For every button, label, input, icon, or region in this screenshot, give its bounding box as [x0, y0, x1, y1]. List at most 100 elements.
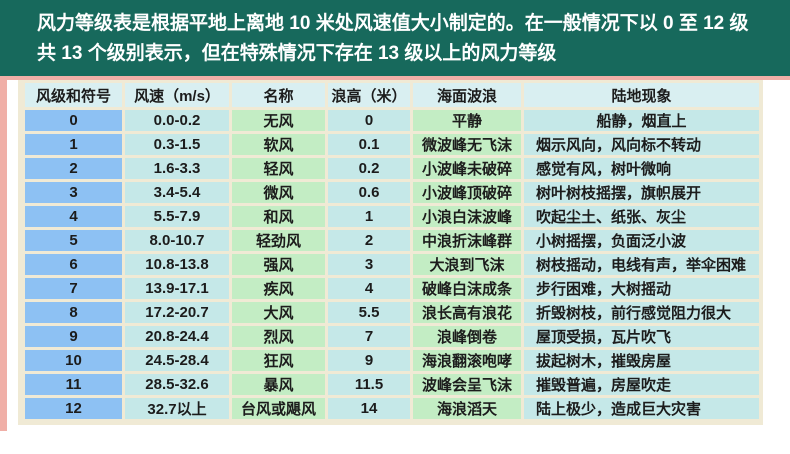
- level-cell: 6: [25, 254, 122, 275]
- name-cell: 软风: [232, 134, 325, 155]
- left-accent-strip: [0, 80, 7, 431]
- table-row: 2 1.6-3.3 轻风 0.2 小波峰未破碎 感觉有风，树叶微响: [25, 158, 759, 179]
- land-phenomenon-cell: 感觉有风，树叶微响: [524, 158, 759, 179]
- land-phenomenon-cell: 步行困难，大树摇动: [524, 278, 759, 299]
- sea-state-cell: 海浪滔天: [413, 398, 521, 419]
- level-cell: 10: [25, 350, 122, 371]
- table-row: 11 28.5-32.6 暴风 11.5 波峰会呈飞沫 摧毁普遍，房屋吹走: [25, 374, 759, 395]
- name-cell: 微风: [232, 182, 325, 203]
- level-cell: 3: [25, 182, 122, 203]
- name-cell: 狂风: [232, 350, 325, 371]
- wave-height-cell: 7: [328, 326, 410, 347]
- table-row: 3 3.4-5.4 微风 0.6 小波峰顶破碎 树叶树枝摇摆，旗帜展开: [25, 182, 759, 203]
- table-row: 10 24.5-28.4 狂风 9 海浪翻滚咆哮 拔起树木，摧毁房屋: [25, 350, 759, 371]
- header-row: 风级和符号 风速（m/s） 名称 浪高（米） 海面波浪 陆地现象: [25, 83, 759, 107]
- land-phenomenon-cell: 小树摇摆，负面泛小波: [524, 230, 759, 251]
- wind-scale-table: 风级和符号 风速（m/s） 名称 浪高（米） 海面波浪 陆地现象 0 0.0-0.2 无风 0 平…: [22, 80, 762, 422]
- sea-state-cell: 小波峰顶破碎: [413, 182, 521, 203]
- intro-banner-line2: 共 13 个级别表示，但在特殊情况下存在 13 级以上的风力等级: [37, 43, 557, 64]
- table-row: 1 0.3-1.5 软风 0.1 微波峰无飞沫 烟示风向，风向标不转动: [25, 134, 759, 155]
- table-row: 12 32.7以上 台风或飓风 14 海浪滔天 陆上极少，造成巨大灾害: [25, 398, 759, 419]
- speed-cell: 10.8-13.8: [125, 254, 229, 275]
- sea-state-cell: 微波峰无飞沫: [413, 134, 521, 155]
- sea-state-cell: 波峰会呈飞沫: [413, 374, 521, 395]
- wave-height-cell: 11.5: [328, 374, 410, 395]
- sea-state-cell: 海浪翻滚咆哮: [413, 350, 521, 371]
- land-phenomenon-cell: 树枝摇动，电线有声，举伞困难: [524, 254, 759, 275]
- name-cell: 烈风: [232, 326, 325, 347]
- name-cell: 疾风: [232, 278, 325, 299]
- speed-cell: 17.2-20.7: [125, 302, 229, 323]
- level-cell: 9: [25, 326, 122, 347]
- land-phenomenon-cell: 折毁树枝，前行感觉阻力很大: [524, 302, 759, 323]
- level-cell: 4: [25, 206, 122, 227]
- speed-cell: 0.3-1.5: [125, 134, 229, 155]
- name-cell: 大风: [232, 302, 325, 323]
- speed-cell: 0.0-0.2: [125, 110, 229, 131]
- intro-banner: 风力等级表是根据平地上离地 10 米处风速值大小制定的。在一般情况下以 0 至 …: [0, 0, 790, 76]
- column-header-land-phenomenon: 陆地现象: [524, 83, 759, 107]
- speed-cell: 8.0-10.7: [125, 230, 229, 251]
- table-row: 8 17.2-20.7 大风 5.5 浪长高有浪花 折毁树枝，前行感觉阻力很大: [25, 302, 759, 323]
- land-phenomenon-cell: 屋顶受损，瓦片吹飞: [524, 326, 759, 347]
- sea-state-cell: 大浪到飞沫: [413, 254, 521, 275]
- wind-scale-table-container: 风级和符号 风速（m/s） 名称 浪高（米） 海面波浪 陆地现象 0 0.0-0.2 无风 0 平…: [18, 80, 763, 425]
- name-cell: 轻劲风: [232, 230, 325, 251]
- table-row: 9 20.8-24.4 烈风 7 浪峰倒卷 屋顶受损，瓦片吹飞: [25, 326, 759, 347]
- banner-underline-accent: [0, 76, 790, 80]
- table-row: 4 5.5-7.9 和风 1 小浪白沫波峰 吹起尘土、纸张、灰尘: [25, 206, 759, 227]
- level-cell: 8: [25, 302, 122, 323]
- wave-height-cell: 3: [328, 254, 410, 275]
- speed-cell: 24.5-28.4: [125, 350, 229, 371]
- speed-cell: 13.9-17.1: [125, 278, 229, 299]
- column-header-sea-state: 海面波浪: [413, 83, 521, 107]
- intro-banner-line1: 风力等级表是根据平地上离地 10 米处风速值大小制定的。在一般情况下以 0 至 …: [37, 13, 749, 34]
- sea-state-cell: 浪长高有浪花: [413, 302, 521, 323]
- level-cell: 11: [25, 374, 122, 395]
- speed-cell: 5.5-7.9: [125, 206, 229, 227]
- column-header-wave-height: 浪高（米）: [328, 83, 410, 107]
- land-phenomenon-cell: 烟示风向，风向标不转动: [524, 134, 759, 155]
- name-cell: 强风: [232, 254, 325, 275]
- wave-height-cell: 5.5: [328, 302, 410, 323]
- table-row: 7 13.9-17.1 疾风 4 破峰白沫成条 步行困难，大树摇动: [25, 278, 759, 299]
- wave-height-cell: 0.1: [328, 134, 410, 155]
- name-cell: 无风: [232, 110, 325, 131]
- speed-cell: 3.4-5.4: [125, 182, 229, 203]
- wave-height-cell: 0.2: [328, 158, 410, 179]
- table-row: 0 0.0-0.2 无风 0 平静 船静，烟直上: [25, 110, 759, 131]
- sea-state-cell: 小波峰未破碎: [413, 158, 521, 179]
- level-cell: 12: [25, 398, 122, 419]
- land-phenomenon-cell: 摧毁普遍，房屋吹走: [524, 374, 759, 395]
- column-header-level: 风级和符号: [25, 83, 122, 107]
- table-row: 6 10.8-13.8 强风 3 大浪到飞沫 树枝摇动，电线有声，举伞困难: [25, 254, 759, 275]
- column-header-speed: 风速（m/s）: [125, 83, 229, 107]
- land-phenomenon-cell: 船静，烟直上: [524, 110, 759, 131]
- name-cell: 和风: [232, 206, 325, 227]
- wave-height-cell: 14: [328, 398, 410, 419]
- wave-height-cell: 0.6: [328, 182, 410, 203]
- speed-cell: 32.7以上: [125, 398, 229, 419]
- level-cell: 5: [25, 230, 122, 251]
- wave-height-cell: 0: [328, 110, 410, 131]
- name-cell: 轻风: [232, 158, 325, 179]
- sea-state-cell: 平静: [413, 110, 521, 131]
- column-header-name: 名称: [232, 83, 325, 107]
- land-phenomenon-cell: 树叶树枝摇摆，旗帜展开: [524, 182, 759, 203]
- land-phenomenon-cell: 吹起尘土、纸张、灰尘: [524, 206, 759, 227]
- sea-state-cell: 浪峰倒卷: [413, 326, 521, 347]
- level-cell: 2: [25, 158, 122, 179]
- wave-height-cell: 2: [328, 230, 410, 251]
- sea-state-cell: 破峰白沫成条: [413, 278, 521, 299]
- level-cell: 1: [25, 134, 122, 155]
- sea-state-cell: 小浪白沫波峰: [413, 206, 521, 227]
- land-phenomenon-cell: 拔起树木，摧毁房屋: [524, 350, 759, 371]
- table-body: 0 0.0-0.2 无风 0 平静 船静，烟直上 1 0.3-1.5 软风 0.1 微波峰无飞沫 烟示…: [25, 110, 759, 419]
- wave-height-cell: 9: [328, 350, 410, 371]
- wave-height-cell: 1: [328, 206, 410, 227]
- speed-cell: 1.6-3.3: [125, 158, 229, 179]
- level-cell: 0: [25, 110, 122, 131]
- wave-height-cell: 4: [328, 278, 410, 299]
- table-row: 5 8.0-10.7 轻劲风 2 中浪折沫峰群 小树摇摆，负面泛小波: [25, 230, 759, 251]
- land-phenomenon-cell: 陆上极少，造成巨大灾害: [524, 398, 759, 419]
